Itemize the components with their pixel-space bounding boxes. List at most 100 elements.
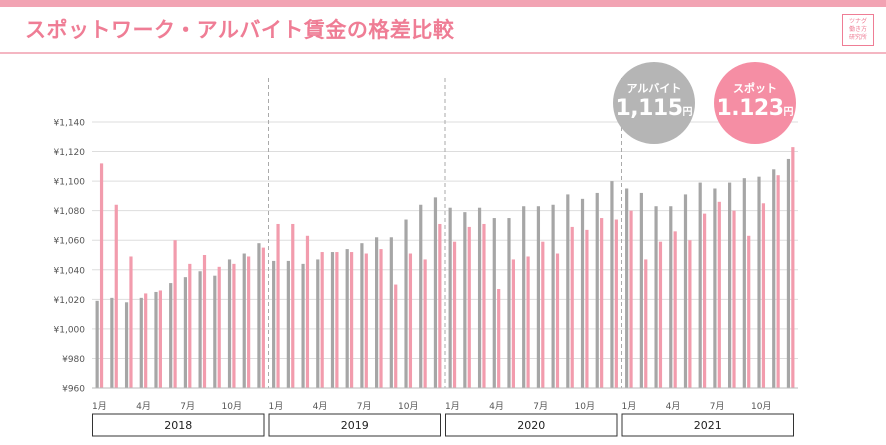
spot-bar [158,290,162,388]
spot-bar [776,175,780,388]
y-tick-label: ¥1,040 [54,266,86,276]
spot-bar [761,203,766,388]
spot-badge-unit: 円 [783,107,794,118]
spot-bar [408,253,413,388]
spot-bar [511,259,515,388]
x-tick-label: 7月 [710,401,725,412]
y-tick-label: ¥1,000 [54,325,86,335]
spot-bar [526,256,530,388]
arubaito-bar [477,207,482,388]
spot-bar [673,231,677,388]
arubaito-bar [610,181,614,388]
spot-bar [305,235,310,388]
spot-bar [144,293,148,388]
year-label: 2020 [517,419,545,432]
arubaito-bar [419,204,423,388]
arubaito-bar [375,237,379,388]
x-tick-label: 1月 [268,401,283,412]
arubaito-bar [786,158,791,388]
spot-bar [291,223,295,388]
arubaito-bar [345,249,349,388]
arubaito-bar [772,169,776,388]
spot-bar [717,201,721,388]
arubaito-bar [242,253,246,388]
x-tick-label: 1月 [621,401,636,412]
x-tick-label: 7月 [533,401,548,412]
arubaito-bar [198,271,202,388]
spot-bar [394,284,398,388]
x-tick-label: 4月 [313,401,328,412]
spot-bar [438,223,442,388]
spot-bar [276,223,280,388]
spot-bar [497,288,501,388]
spot-bar [114,204,118,388]
arubaito-badge-label: アルバイト [626,82,682,95]
spot-bar [747,235,751,388]
arubaito-bar [316,259,320,388]
logo-line: 働き方 [848,26,867,33]
spot-bar [99,163,104,388]
spot-bar [570,226,574,388]
year-box [92,413,265,437]
spot-badge: スポット 1.123円 [714,62,796,144]
spot-bar [349,252,354,388]
arubaito-bar [286,260,290,388]
spot-bar [379,249,383,388]
spot-bar [555,253,560,388]
spot-bar [247,256,251,388]
arubaito-bar [536,206,541,388]
spot-bar [261,247,265,388]
arubaito-bar [169,283,173,388]
arubaito-bar [448,207,452,388]
x-tick-label: 4月 [136,401,151,412]
spot-bar [188,263,192,388]
title-divider [0,52,886,54]
arubaito-bar [566,194,570,388]
arubaito-bar [463,212,467,388]
arubaito-bar [522,206,526,388]
x-tick-label: 4月 [666,401,681,412]
arubaito-bar [654,206,658,388]
arubaito-bar [551,204,555,388]
spot-bar [232,263,236,388]
spot-bar [658,241,663,388]
arubaito-bar [154,291,158,388]
y-tick-label: ¥1,060 [54,237,86,247]
spot-bar [791,147,795,388]
spot-bar [467,226,471,388]
spot-bar [423,259,427,388]
spot-bar [688,240,692,388]
spot-bar [482,223,486,388]
year-label: 2019 [341,419,369,432]
arubaito-bar [580,198,585,388]
arubaito-bar [404,219,408,388]
spot-bar [600,218,604,388]
y-tick-label: ¥1,020 [54,296,86,306]
year-box [621,413,794,437]
arubaito-bar [639,192,643,388]
year-label: 2021 [694,419,722,432]
year-label: 2018 [164,419,192,432]
arubaito-bar [360,243,364,388]
y-tick-label: ¥980 [62,355,85,365]
wage-bar-chart: ¥960 ¥980 ¥1,000 ¥1,020 ¥1,040 ¥1,060 ¥1,080 ¥1… [54,78,798,437]
x-tick-label: 7月 [357,401,372,412]
arubaito-badge-unit: 円 [682,107,693,118]
spot-bar [217,266,221,388]
arubaito-bar [272,260,276,388]
top-accent-stripe [0,0,886,7]
y-tick-label: ¥960 [62,385,85,395]
spot-badge-value: 1.123 [716,96,784,121]
y-tick-label: ¥1,120 [54,148,86,158]
arubaito-bar [95,300,99,388]
arubaito-bar [330,252,335,388]
y-tick-label: ¥1,080 [54,207,86,217]
x-tick-label: 10月 [398,401,418,412]
arubaito-bar [433,197,438,388]
x-tick-label: 4月 [489,401,504,412]
spot-bar [320,252,324,388]
spot-bar [732,210,736,388]
arubaito-bar [213,275,217,388]
arubaito-bar [124,302,129,388]
arubaito-bar [492,218,496,388]
